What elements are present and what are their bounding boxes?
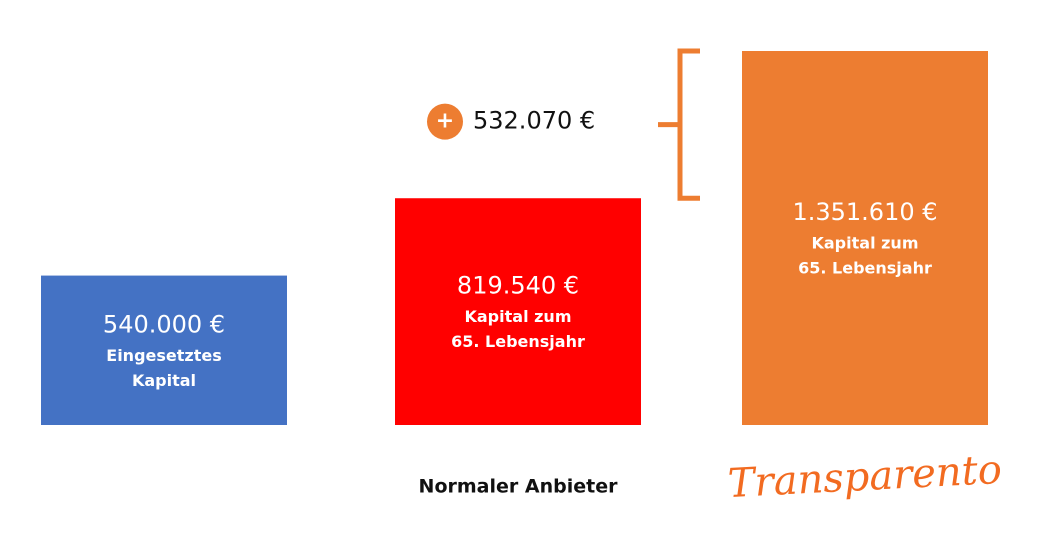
plus-symbol: + [436,109,454,134]
bar-label: Kapital zum [811,234,918,253]
bar-label: Kapital [132,371,196,390]
bar [395,198,641,425]
bar-label: 65. Lebensjahr [451,332,585,351]
value-label: 540.000 € [103,310,225,338]
value-label: 1.351.610 € [792,198,937,226]
brand-logo: Transparento [727,447,1003,507]
plus-badge [427,103,463,140]
bar-label: Kapital zum [464,307,571,326]
bar [41,275,287,425]
category-label: Normaler Anbieter [419,476,619,498]
difference-label: 532.070 € [473,107,595,135]
difference-bracket [658,48,700,201]
bar [742,51,988,425]
bar-label: 65. Lebensjahr [798,259,932,278]
value-label: 819.540 € [457,272,579,300]
bar-label: Eingesetztes [106,346,221,365]
